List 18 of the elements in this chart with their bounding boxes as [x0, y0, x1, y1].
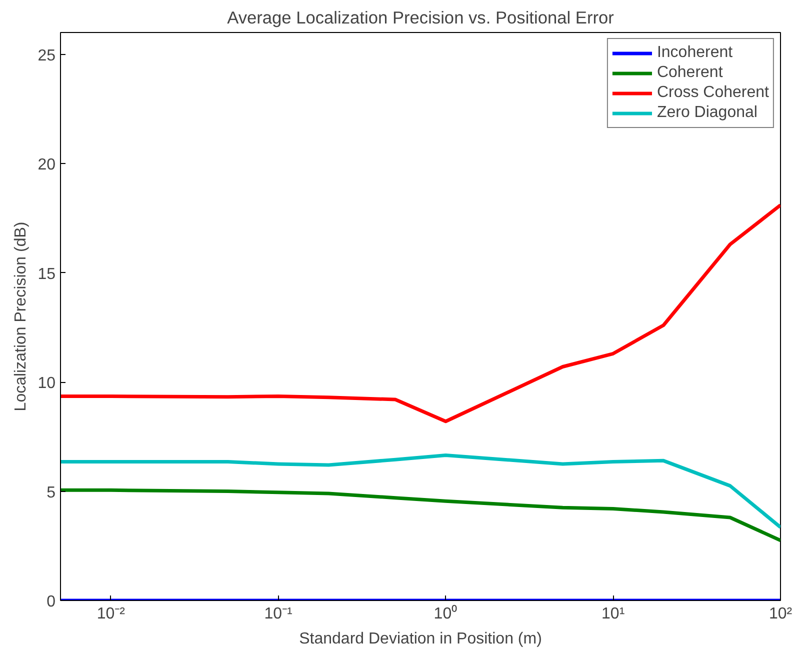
chart-title: Average Localization Precision vs. Positional Error — [227, 8, 614, 28]
x-axis-title: Standard Deviation in Position (m) — [299, 630, 542, 648]
x-tick-label: 10² — [768, 606, 793, 622]
legend-label: Zero Diagonal — [656, 104, 758, 122]
x-tick-label: 10¹ — [602, 606, 625, 622]
y-tick-label: 0 — [46, 594, 56, 610]
y-tick-label: 25 — [38, 47, 56, 64]
x-tick-label: 10⁻² — [96, 606, 126, 622]
legend-label: Coherent — [656, 64, 723, 82]
x-tick-label: 10⁰ — [434, 604, 458, 622]
y-tick-label: 20 — [38, 156, 56, 174]
x-tick-label: 10⁻¹ — [264, 606, 292, 622]
y-tick-label: 15 — [38, 266, 56, 283]
legend-label: Cross Coherent — [656, 84, 769, 102]
y-tick-label: 5 — [46, 484, 56, 502]
legend-label: Incoherent — [656, 44, 733, 62]
y-axis-title: Localization Precision (dB) — [12, 222, 30, 412]
y-tick-label: 10 — [38, 375, 56, 392]
